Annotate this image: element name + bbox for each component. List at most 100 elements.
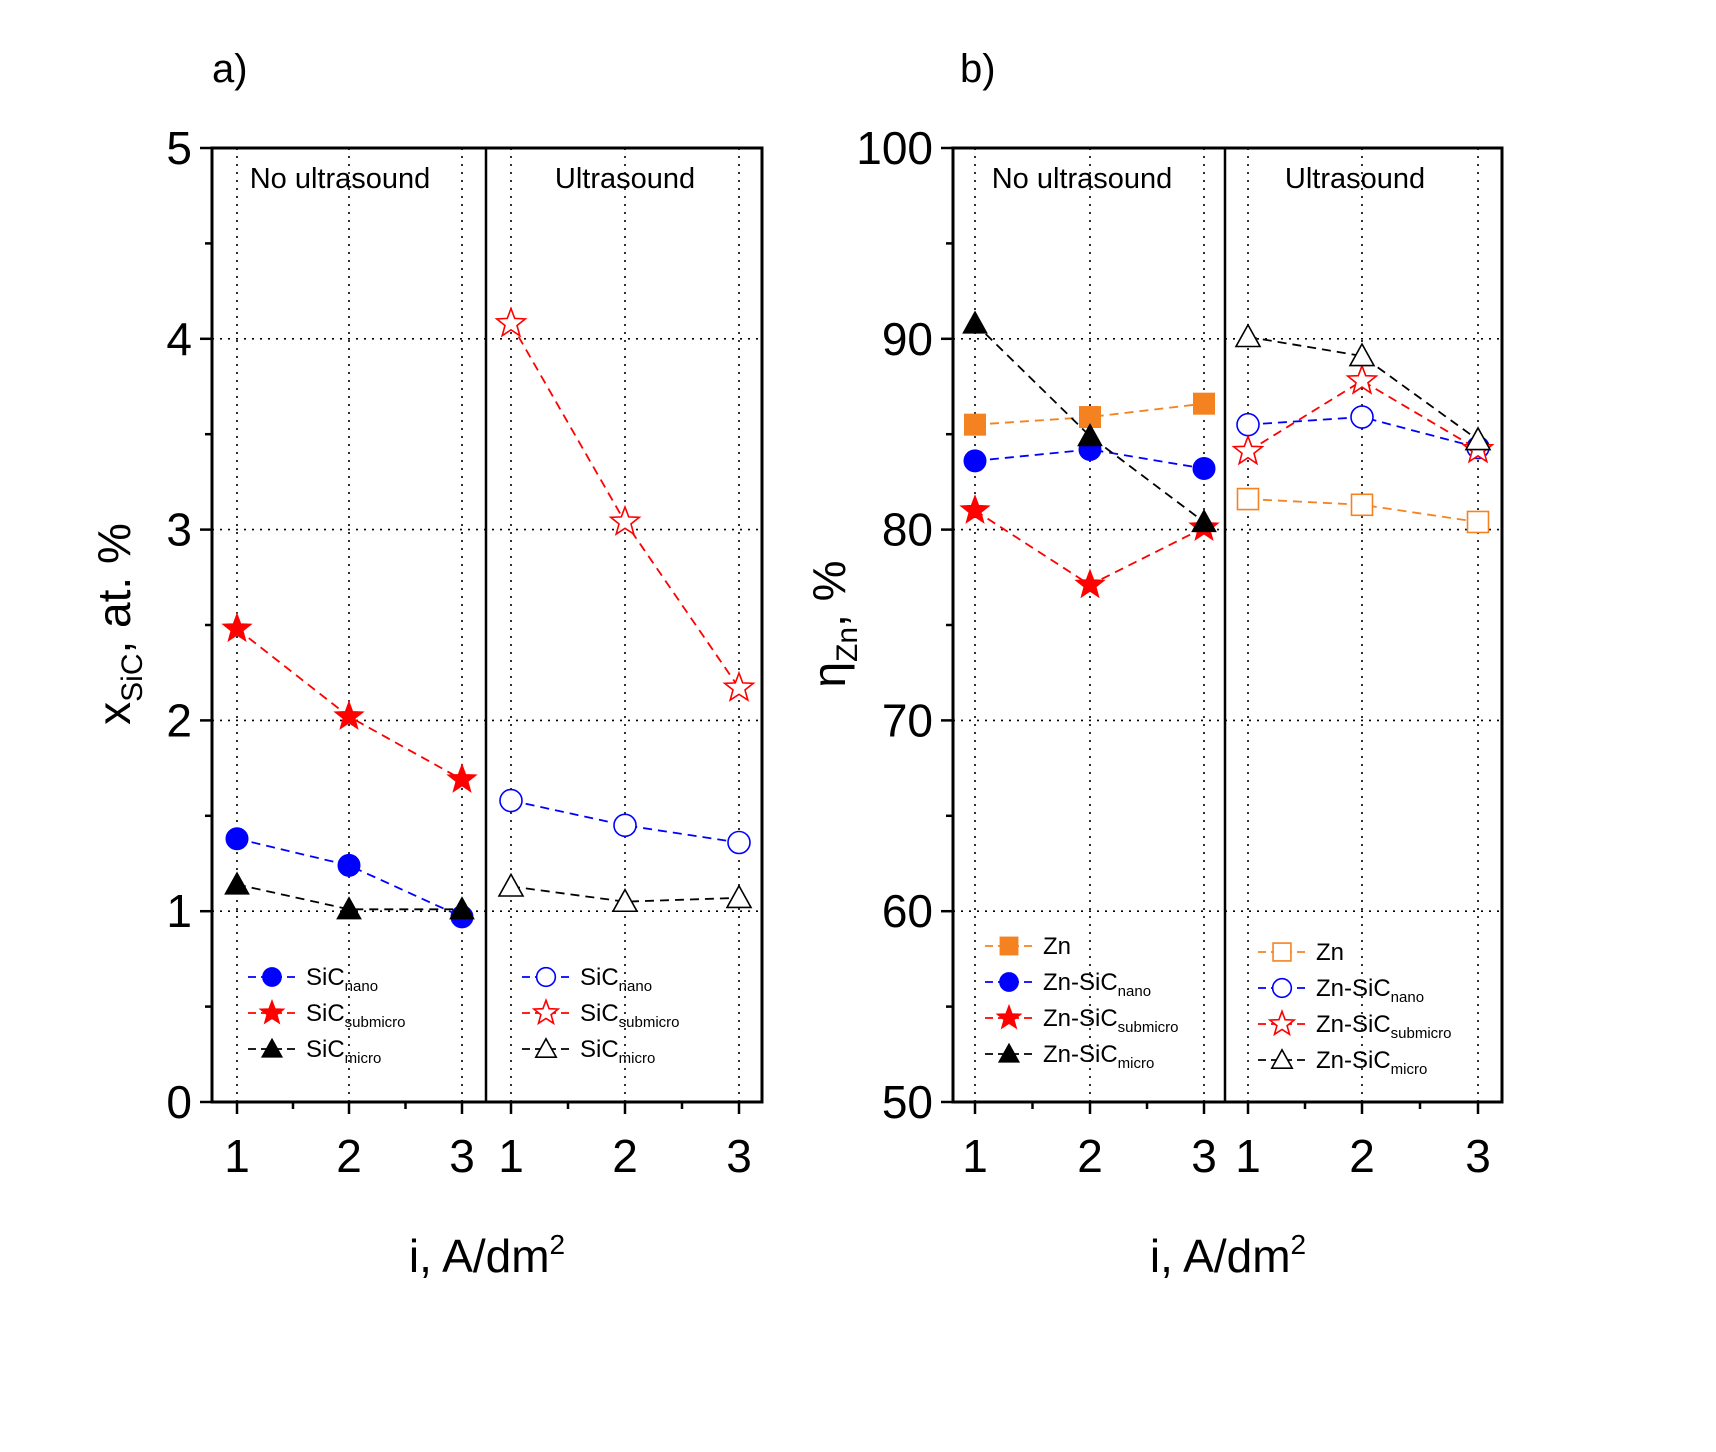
y-tick-label: 60 — [882, 885, 933, 937]
legend-name-sub: micro — [619, 1050, 656, 1067]
legend-label: Zn-SiCsubmicro — [1316, 1011, 1452, 1042]
series-line — [1247, 416, 1479, 449]
legend-marker-star — [1267, 1008, 1297, 1037]
data-point-circle — [1236, 412, 1260, 437]
y-tick-label: 3 — [166, 504, 192, 556]
data-point-square — [1466, 510, 1490, 534]
y-axis-title-sub: Zn — [831, 627, 864, 662]
legend-label: Zn-SiCnano — [1043, 969, 1151, 1000]
legend-marker-triangle — [1270, 1048, 1294, 1069]
legend-label: Zn — [1043, 933, 1071, 960]
data-point-triangle — [1077, 423, 1103, 447]
x-axis-title-sup: 2 — [550, 1229, 566, 1260]
data-point-star — [1074, 568, 1106, 599]
x-axis-title: i, A/dm2 — [409, 1229, 565, 1282]
series-sic-micro-ultrasound — [497, 872, 753, 913]
legend-label: Zn-SiCnano — [1316, 975, 1424, 1006]
data-point-triangle — [1234, 323, 1262, 348]
legend-label: SiCnano — [306, 964, 378, 995]
legend-item: SiCsubmicro — [248, 998, 406, 1031]
legend-marker-star — [258, 998, 286, 1025]
y-axis-title: ηZn, % — [803, 560, 864, 687]
data-point-triangle — [1191, 508, 1217, 533]
data-point-triangle — [449, 896, 475, 920]
legend-marker-circle — [1271, 977, 1293, 999]
y-tick-label: 5 — [166, 122, 192, 174]
legend-name: Zn-SiC — [1043, 1041, 1118, 1068]
legend-item: Zn-SiCmicro — [1258, 1047, 1427, 1078]
series-zn-sic-nano-ultrasound — [1236, 405, 1490, 460]
series-line — [1247, 498, 1479, 523]
data-point-star — [608, 504, 642, 536]
legend-marker-circle — [999, 972, 1019, 992]
legend-item: SiCnano — [522, 964, 652, 995]
y-tick-label: 0 — [166, 1076, 192, 1128]
data-point-star — [959, 494, 991, 524]
series-line — [1247, 336, 1479, 441]
legend-name-sub: submicro — [619, 1014, 680, 1031]
legend-marker-star — [995, 1003, 1023, 1030]
legend-name: SiC — [306, 1036, 345, 1063]
legend-item: Zn-SiCnano — [985, 969, 1151, 1000]
series-zn-sic-micro-no-ultrasound — [962, 310, 1217, 533]
region-label: Ultrasound — [1285, 163, 1425, 195]
legend-item: SiCnano — [248, 964, 378, 995]
series-line — [974, 402, 1205, 426]
data-point-triangle — [336, 896, 362, 920]
series-line — [510, 885, 740, 903]
legend-name: Zn — [1043, 933, 1071, 960]
legend-name: SiC — [580, 964, 619, 991]
legend-name: SiC — [580, 1000, 619, 1027]
legend-label: SiCmicro — [306, 1036, 381, 1067]
x-tick-label: 2 — [1077, 1130, 1103, 1182]
data-point-triangle — [725, 884, 753, 909]
legend-item: Zn — [985, 933, 1071, 960]
data-point-star — [722, 670, 756, 702]
data-point-circle — [1192, 457, 1216, 481]
legend-label: SiCsubmicro — [306, 1000, 406, 1031]
x-tick-label: 3 — [449, 1130, 475, 1182]
plot-frame — [951, 146, 1504, 1104]
legend-item: Zn — [1258, 939, 1344, 966]
x-axis-title: i, A/dm2 — [1150, 1229, 1306, 1282]
y-axis-title: xSiC, at. % — [88, 523, 149, 725]
legend-item: SiCmicro — [248, 1036, 381, 1067]
legend-name: Zn-SiC — [1043, 1005, 1118, 1032]
series-line — [510, 799, 740, 844]
legend-name: Zn-SiC — [1316, 1047, 1391, 1074]
y-tick-label: 100 — [856, 122, 933, 174]
y-axis-title-suffix: , % — [803, 560, 855, 626]
legend-marker-triangle — [997, 1042, 1021, 1063]
series-line — [974, 448, 1205, 470]
legend-name-sub: micro — [1391, 1061, 1428, 1078]
x-axis-title-text: i, A/dm — [409, 1230, 550, 1282]
legend-label: Zn-SiCsubmicro — [1043, 1005, 1179, 1036]
data-point-square — [1236, 487, 1260, 511]
data-point-square — [1350, 493, 1374, 517]
panel-label: a) — [212, 47, 248, 91]
legend-name-sub: nano — [619, 978, 652, 995]
data-point-star — [1231, 434, 1265, 466]
legend-marker-star — [531, 997, 561, 1026]
y-tick-label: 50 — [882, 1076, 933, 1128]
data-point-triangle — [1348, 342, 1376, 367]
data-point-circle — [337, 853, 361, 877]
data-point-star — [446, 763, 478, 793]
data-point-star — [1345, 363, 1379, 395]
series-zn-no-ultrasound — [964, 392, 1215, 436]
data-point-circle — [499, 788, 523, 813]
x-axis-title-text: i, A/dm — [1150, 1230, 1291, 1282]
data-point-circle — [1350, 405, 1374, 429]
series-line — [236, 837, 463, 918]
legend-marker-triangle — [534, 1037, 558, 1058]
legend-name-sub: micro — [345, 1050, 382, 1067]
data-point-triangle — [962, 310, 988, 334]
legend-name: SiC — [580, 1036, 619, 1063]
data-point-square — [1193, 392, 1215, 415]
data-point-circle — [225, 827, 249, 851]
series-sic-submicro-no-ultrasound — [221, 612, 478, 793]
legend-no-ultrasound: SiCnano SiCsubmicro SiCmicro — [248, 964, 406, 1067]
legend-label: Zn — [1316, 939, 1344, 966]
data-point-circle — [963, 449, 987, 473]
